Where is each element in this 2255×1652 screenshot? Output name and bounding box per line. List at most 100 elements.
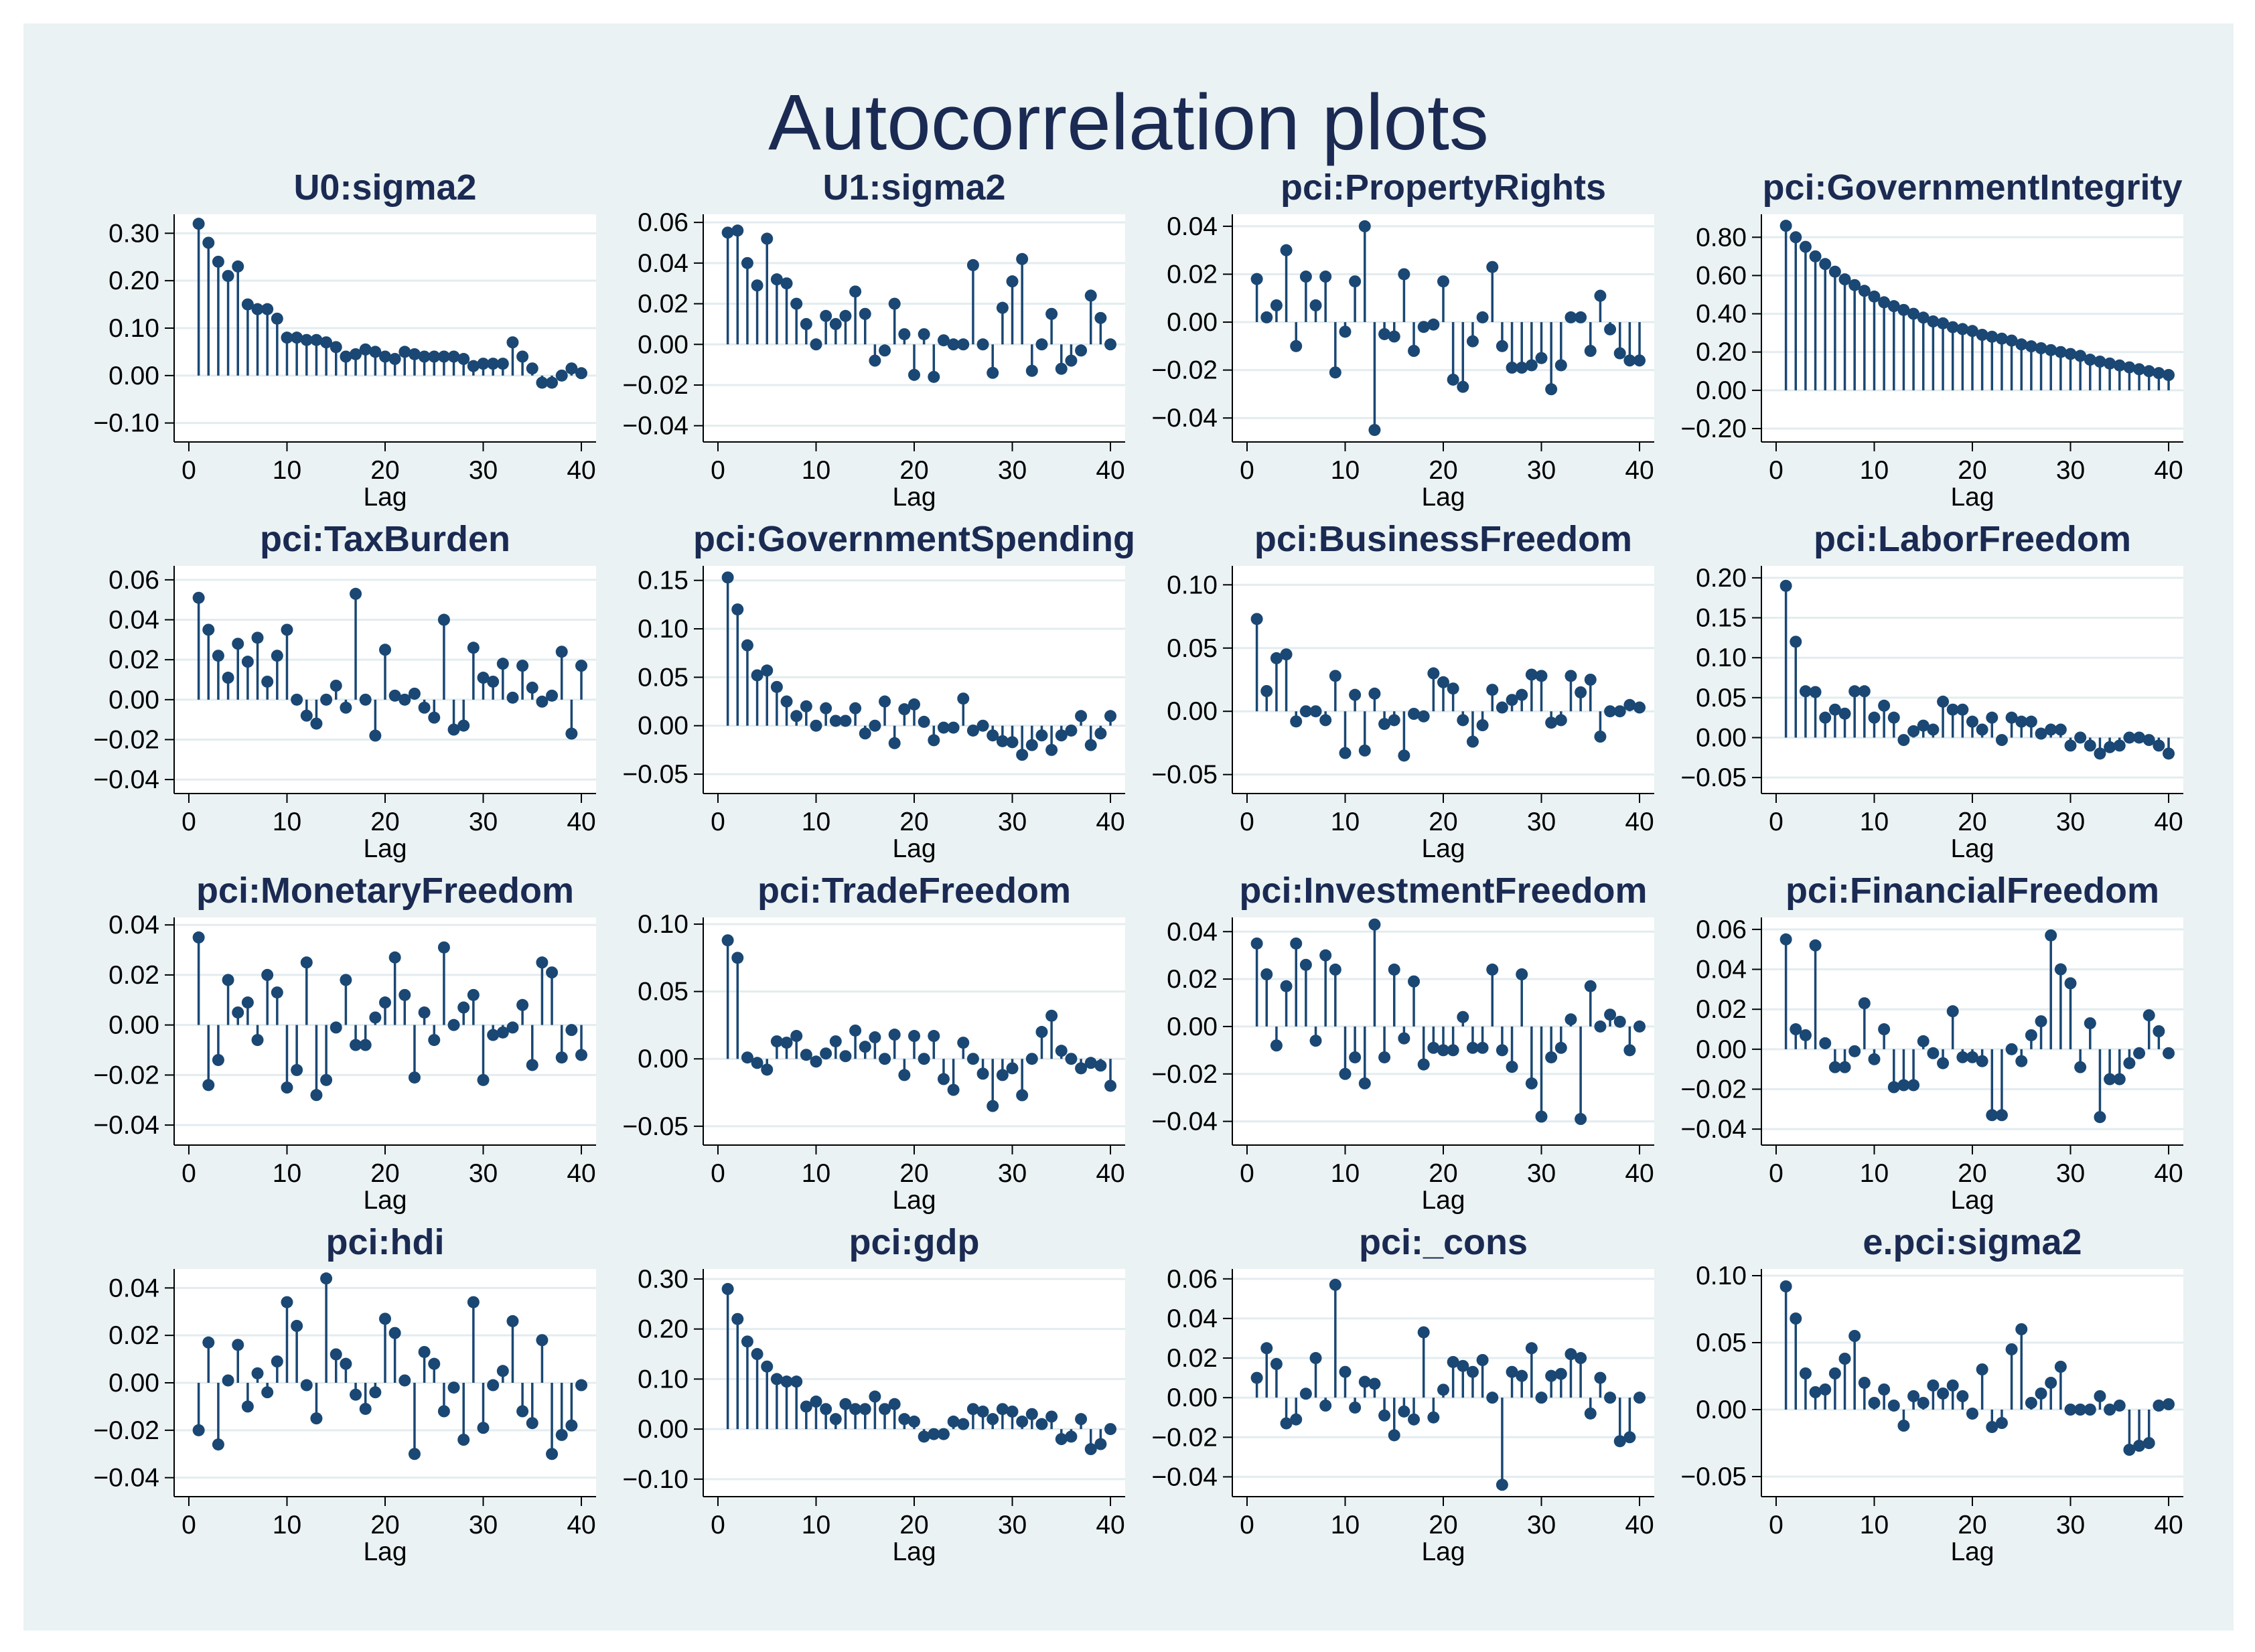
x-tick-label: 10 bbox=[802, 1511, 830, 1540]
acf-marker bbox=[487, 675, 500, 688]
acf-marker bbox=[1280, 1417, 1293, 1430]
acf-marker bbox=[1408, 1413, 1421, 1426]
acf-marker bbox=[937, 1428, 950, 1440]
acf-marker bbox=[1457, 1010, 1469, 1023]
acf-marker bbox=[1887, 1400, 1900, 1412]
acf-marker bbox=[1006, 736, 1019, 749]
y-tick-label: 0.02 bbox=[1167, 965, 1218, 994]
acf-marker bbox=[2123, 731, 2136, 744]
acf-marker bbox=[251, 1034, 264, 1047]
acf-marker bbox=[2074, 1404, 2087, 1416]
acf-panel: pci:MonetaryFreedom −0.04 −0.02 0.00 0.02 0.0… bbox=[93, 871, 596, 1215]
y-tick-label: 0.05 bbox=[1696, 1329, 1747, 1357]
acf-panel: pci:TaxBurden −0.04 −0.02 0.00 0.02 0.04 0.06 0… bbox=[93, 519, 596, 863]
x-axis-label: Lag bbox=[892, 1537, 936, 1566]
acf-marker bbox=[467, 988, 480, 1001]
y-tick-label: −0.04 bbox=[1151, 404, 1218, 433]
acf-marker bbox=[565, 1024, 578, 1037]
acf-marker bbox=[1858, 685, 1871, 698]
acf-marker bbox=[721, 1282, 734, 1295]
panel-title: pci:FinancialFreedom bbox=[1786, 871, 2159, 911]
acf-marker bbox=[555, 1051, 568, 1064]
figure-background: Autocorrelation plots U0:sigma2 −0.10 0.00… bbox=[23, 23, 2234, 1631]
acf-marker bbox=[555, 1428, 568, 1441]
acf-marker bbox=[1887, 300, 1900, 313]
acf-marker bbox=[1545, 383, 1558, 396]
acf-marker bbox=[1917, 1397, 1930, 1409]
acf-marker bbox=[770, 680, 783, 693]
acf-marker bbox=[212, 1438, 224, 1451]
acf-marker bbox=[1427, 318, 1440, 331]
acf-marker bbox=[388, 353, 401, 366]
acf-marker bbox=[908, 698, 920, 710]
acf-marker bbox=[241, 1400, 254, 1413]
acf-marker bbox=[1457, 714, 1469, 727]
acf-marker bbox=[1270, 299, 1283, 311]
acf-marker bbox=[1299, 958, 1312, 971]
acf-marker bbox=[2153, 739, 2165, 752]
x-tick-label: 30 bbox=[2056, 1159, 2085, 1188]
acf-marker bbox=[1329, 366, 1341, 379]
y-tick-label: 0.00 bbox=[108, 1011, 159, 1040]
acf-marker bbox=[1417, 710, 1430, 723]
acf-marker bbox=[1457, 1359, 1469, 1372]
acf-marker bbox=[731, 224, 744, 237]
acf-marker bbox=[1799, 685, 1812, 698]
acf-marker bbox=[1575, 686, 1587, 698]
x-axis-label: Lag bbox=[1421, 1186, 1465, 1215]
acf-marker bbox=[1809, 686, 1822, 698]
acf-marker bbox=[1956, 323, 1969, 335]
acf-marker bbox=[1427, 667, 1440, 680]
acf-marker bbox=[1398, 749, 1410, 762]
acf-marker bbox=[849, 702, 862, 715]
acf-marker bbox=[1447, 1355, 1459, 1368]
acf-marker bbox=[1554, 359, 1567, 372]
acf-marker bbox=[202, 623, 215, 636]
acf-marker bbox=[1858, 997, 1871, 1010]
acf-marker bbox=[1417, 321, 1430, 333]
y-tick-label: 0.10 bbox=[638, 1365, 688, 1394]
acf-marker bbox=[996, 1069, 1009, 1081]
x-tick-label: 30 bbox=[998, 456, 1027, 485]
y-tick-label: 0.00 bbox=[108, 362, 159, 390]
panel-title: pci:GovernmentIntegrity bbox=[1762, 167, 2182, 208]
x-axis-label: Lag bbox=[363, 483, 407, 512]
acf-marker bbox=[869, 354, 881, 367]
acf-marker bbox=[1838, 1353, 1851, 1365]
acf-marker bbox=[212, 255, 224, 268]
acf-marker bbox=[536, 956, 549, 969]
acf-marker bbox=[2104, 741, 2116, 753]
acf-marker bbox=[879, 344, 891, 357]
acf-marker bbox=[1349, 1051, 1362, 1063]
acf-marker bbox=[350, 1039, 362, 1051]
acf-marker bbox=[2005, 1043, 2018, 1055]
acf-marker bbox=[536, 376, 549, 389]
acf-marker bbox=[1055, 1433, 1068, 1446]
acf-marker bbox=[1516, 1369, 1528, 1382]
acf-marker bbox=[1006, 275, 1019, 288]
acf-marker bbox=[1025, 739, 1038, 751]
acf-marker bbox=[2025, 715, 2037, 728]
acf-marker bbox=[1290, 1413, 1303, 1426]
acf-marker bbox=[1398, 1405, 1410, 1418]
acf-marker bbox=[340, 350, 352, 363]
acf-marker bbox=[526, 1059, 538, 1071]
x-tick-label: 40 bbox=[1625, 456, 1654, 485]
y-tick-label: 0.15 bbox=[638, 567, 688, 595]
acf-marker bbox=[320, 1272, 333, 1285]
x-tick-label: 10 bbox=[802, 456, 830, 485]
acf-marker bbox=[1104, 710, 1117, 723]
acf-marker bbox=[281, 331, 293, 344]
acf-marker bbox=[1878, 296, 1891, 309]
acf-marker bbox=[1790, 635, 1802, 648]
acf-marker bbox=[1545, 717, 1558, 729]
acf-marker bbox=[2035, 727, 2047, 740]
x-tick-label: 30 bbox=[469, 1159, 498, 1188]
acf-marker bbox=[1368, 1377, 1381, 1390]
acf-marker bbox=[1075, 1062, 1088, 1075]
acf-marker bbox=[350, 587, 362, 600]
acf-marker bbox=[1809, 939, 1822, 952]
y-tick-label: 0.02 bbox=[1167, 1344, 1218, 1373]
acf-marker bbox=[241, 656, 254, 668]
panel-title: U1:sigma2 bbox=[822, 167, 1005, 208]
